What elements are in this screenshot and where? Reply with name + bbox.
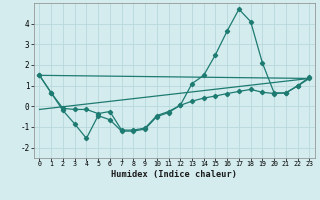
X-axis label: Humidex (Indice chaleur): Humidex (Indice chaleur) bbox=[111, 170, 237, 179]
